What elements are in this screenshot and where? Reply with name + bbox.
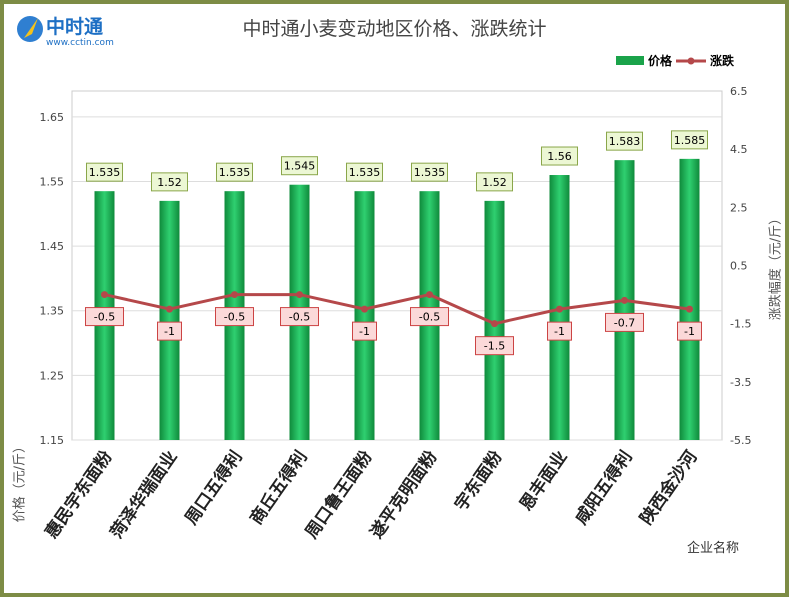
price-label-box [671, 130, 708, 150]
change-data-label: -0.5 [289, 311, 310, 324]
change-point [101, 291, 108, 299]
y2-tick-label: 0.5 [730, 260, 748, 273]
logo: 中时通 www.cctin.com [16, 12, 126, 48]
x-category-label: 周口鲁王面粉 [301, 447, 377, 543]
chart-title: 中时通小麦变动地区价格、涨跌统计 [242, 18, 547, 40]
change-data-label: -1 [359, 325, 370, 338]
change-line [104, 293, 690, 326]
x-category-label: 遂平克明面粉 [366, 447, 442, 543]
change-data-label: -1 [554, 325, 565, 338]
y2-tick-label: 4.5 [730, 143, 748, 156]
price-bar [679, 158, 700, 440]
price-label-box [151, 172, 188, 192]
price-bar [159, 200, 180, 440]
change-label-box [677, 321, 702, 341]
change-label-box [85, 307, 124, 327]
change-label-box [547, 321, 572, 341]
change-point [556, 305, 563, 313]
x-category-label: 宇东面粉 [450, 447, 506, 515]
change-label-box [215, 307, 254, 327]
price-data-label: 1.52 [482, 176, 507, 189]
price-label-box [216, 162, 253, 182]
y-tick-label: 1.25 [40, 369, 65, 382]
x-category-label: 恩丰面业 [515, 447, 571, 515]
x-category-label: 惠民宇东面粉 [41, 447, 117, 543]
price-label-box [281, 156, 318, 176]
x-category-label: 周口五得利 [181, 447, 247, 529]
legend-bar-swatch [616, 56, 644, 65]
y-axis-title: 价格（元/斤） [12, 440, 28, 522]
change-label-box [157, 321, 182, 341]
change-data-label: -0.7 [614, 316, 635, 329]
legend: 价格 涨跌 [616, 52, 734, 69]
change-data-label: -1 [684, 325, 695, 338]
price-data-label: 1.535 [349, 166, 381, 179]
price-label-box [411, 162, 448, 182]
price-data-label: 1.583 [609, 135, 641, 148]
change-data-label: -1.5 [484, 340, 505, 353]
y2-tick-label: -1.5 [730, 318, 751, 331]
y-tick-label: 1.15 [40, 434, 65, 447]
change-point [361, 305, 368, 313]
change-point [296, 291, 303, 299]
y-tick-label: 1.65 [40, 111, 65, 124]
y2-axis-title: 涨跌幅度（元/斤） [768, 212, 784, 320]
price-data-label: 1.585 [674, 134, 706, 147]
logo-url: www.cctin.com [46, 38, 114, 48]
price-label-box [476, 172, 513, 192]
price-label-box [86, 162, 123, 182]
change-point [166, 305, 173, 313]
price-label-box [346, 162, 383, 182]
x-axis-title: 企业名称 [687, 540, 739, 556]
price-data-label: 1.535 [219, 166, 251, 179]
legend-price-label: 价格 [648, 54, 673, 68]
chart-svg: 1.15 1.25 1.35 1.45 1.55 1.65 -5.5 -3.5 -1.5 0.5 2… [12, 85, 784, 556]
change-point [491, 320, 498, 328]
price-data-label: 1.56 [547, 150, 572, 163]
change-label-box [475, 336, 514, 356]
price-data-label: 1.52 [157, 176, 182, 189]
y2-tick-label: -3.5 [730, 376, 751, 389]
price-label-box [606, 131, 643, 151]
x-category-label: 陕西金沙河 [636, 447, 702, 529]
price-data-label: 1.545 [284, 160, 316, 173]
logo-name: 中时通 [46, 15, 104, 38]
change-data-label: -0.5 [224, 311, 245, 324]
y-tick-label: 1.55 [40, 175, 65, 188]
change-label-box [605, 312, 644, 332]
price-data-label: 1.535 [414, 166, 446, 179]
change-point [426, 291, 433, 299]
y2-tick-label: 2.5 [730, 201, 748, 214]
change-data-label: -0.5 [94, 311, 115, 324]
y2-tick-label: 6.5 [730, 85, 748, 98]
x-category-label: 菏泽华瑞面业 [106, 447, 182, 543]
change-point [621, 296, 628, 304]
y2-tick-label: -5.5 [730, 434, 751, 447]
change-label-box [410, 307, 449, 327]
change-point [686, 305, 693, 313]
x-category-label: 商丘五得利 [246, 447, 312, 529]
legend-line-swatch [676, 57, 707, 64]
change-label-box [280, 307, 319, 327]
price-data-label: 1.535 [89, 166, 121, 179]
change-label-box [352, 321, 377, 341]
change-data-label: -1 [164, 325, 175, 338]
legend-change-label: 涨跌 [710, 54, 735, 68]
price-label-box [541, 146, 578, 166]
logo-globe-icon [17, 16, 43, 42]
change-point [231, 291, 238, 299]
x-category-label: 咸阳五得利 [571, 447, 637, 529]
y-tick-label: 1.45 [40, 240, 65, 253]
price-bar [354, 191, 375, 440]
change-data-label: -0.5 [419, 311, 440, 324]
y-tick-label: 1.35 [40, 305, 65, 318]
